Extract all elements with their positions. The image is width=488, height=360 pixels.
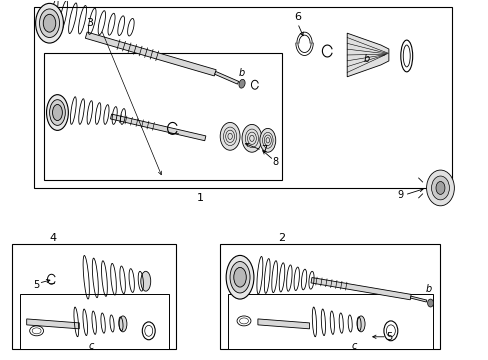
Ellipse shape <box>119 316 127 332</box>
Bar <box>12 244 175 349</box>
Ellipse shape <box>242 125 262 152</box>
Ellipse shape <box>259 129 275 152</box>
Ellipse shape <box>356 316 365 332</box>
Polygon shape <box>85 32 216 76</box>
Text: 1: 1 <box>197 193 203 203</box>
Ellipse shape <box>141 271 150 291</box>
Text: 9: 9 <box>397 190 403 200</box>
Ellipse shape <box>431 176 448 200</box>
Ellipse shape <box>52 104 62 121</box>
Ellipse shape <box>43 14 56 32</box>
Polygon shape <box>214 72 238 84</box>
Bar <box>43 53 281 180</box>
Ellipse shape <box>239 79 244 88</box>
Text: 5: 5 <box>385 332 391 342</box>
Text: b: b <box>363 54 369 64</box>
Ellipse shape <box>229 261 249 293</box>
Ellipse shape <box>40 9 60 37</box>
Ellipse shape <box>220 122 240 150</box>
Text: 5: 5 <box>33 280 40 290</box>
Bar <box>228 294 432 349</box>
Ellipse shape <box>435 181 444 194</box>
Polygon shape <box>257 319 309 329</box>
Text: 3: 3 <box>85 18 93 28</box>
Bar <box>34 7 451 188</box>
Bar <box>20 294 168 349</box>
Ellipse shape <box>426 170 453 206</box>
Text: 8: 8 <box>272 157 278 167</box>
Text: b: b <box>425 284 431 294</box>
Ellipse shape <box>46 95 68 130</box>
Text: b: b <box>239 68 244 78</box>
Polygon shape <box>110 114 205 141</box>
Ellipse shape <box>225 255 253 299</box>
Polygon shape <box>346 33 388 77</box>
Text: c: c <box>351 341 356 351</box>
Ellipse shape <box>36 3 63 43</box>
Ellipse shape <box>427 299 433 307</box>
Text: 2: 2 <box>278 233 285 243</box>
Text: 6: 6 <box>293 12 301 22</box>
Text: 7: 7 <box>260 145 266 155</box>
Polygon shape <box>27 319 79 329</box>
Polygon shape <box>409 296 426 302</box>
Text: 4: 4 <box>50 233 57 243</box>
Ellipse shape <box>233 267 246 287</box>
Bar <box>220 244 440 349</box>
Ellipse shape <box>49 100 65 125</box>
Polygon shape <box>310 278 410 300</box>
Text: c: c <box>88 341 94 351</box>
